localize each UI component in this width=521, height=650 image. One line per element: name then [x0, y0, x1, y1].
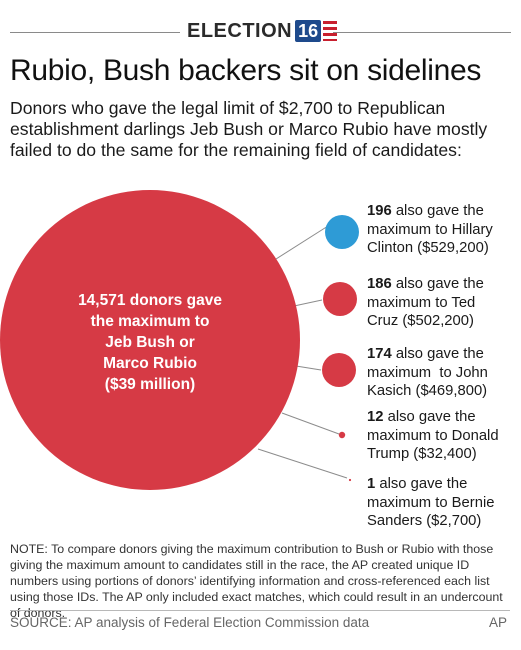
callout-count: 186 — [367, 276, 392, 292]
connector-line-sanders — [257, 448, 348, 479]
connector-line-cruz — [293, 299, 323, 307]
main-circle-label: 14,571 donors gave the maximum to Jeb Bu… — [60, 290, 240, 395]
callout-line: Cruz ($502,200) — [367, 313, 474, 329]
donor-circle-sanders — [348, 478, 352, 482]
callout-line: maximum to Ted — [367, 294, 476, 311]
donor-circle-cruz — [323, 282, 357, 316]
source-line: SOURCE: AP analysis of Federal Election … — [10, 615, 370, 630]
callout-line: Kasich ($469,800) — [367, 383, 488, 399]
election-16-logo: ELECTION 16 — [187, 16, 338, 46]
page-title: Rubio, Bush backers sit on sidelines — [10, 54, 482, 87]
page-subtitle: Donors who gave the legal limit of $2,70… — [10, 98, 488, 160]
connector-line-trump — [281, 412, 340, 435]
callout-count: 174 — [367, 346, 392, 362]
logo-word: ELECTION — [187, 19, 293, 42]
footer-divider — [10, 610, 510, 611]
callout-kasich: 174 also gave the maximum to John Kasich… — [367, 345, 517, 401]
donor-circle-kasich — [322, 353, 356, 387]
main-label-line: ($39 million) — [104, 376, 196, 393]
header-rule-right — [333, 32, 511, 33]
methodology-note: NOTE: To compare donors giving the maxim… — [10, 542, 503, 620]
credit-line: AP — [488, 615, 507, 630]
flag-stripes-icon — [323, 21, 338, 41]
connector-line-kasich — [295, 365, 322, 371]
callout-line: Sanders ($2,700) — [367, 513, 482, 529]
donor-circle-clinton — [325, 215, 359, 249]
callout-line: maximum to Hillary — [367, 221, 493, 238]
donor-circle-trump — [338, 431, 346, 439]
main-label-line: the maximum to — [90, 313, 210, 330]
main-label-line: Marco Rubio — [103, 355, 197, 372]
callout-trump: 12 also gave the maximum to Donald Trump… — [367, 408, 517, 464]
main-label-line: Jeb Bush or — [105, 334, 195, 351]
callout-line: also gave the — [387, 409, 476, 425]
main-label-line: 14,571 donors gave — [78, 292, 222, 309]
header-rule-left — [10, 32, 180, 33]
callout-line: also gave the — [395, 276, 484, 292]
logo-number: 16 — [295, 20, 322, 42]
callout-count: 1 — [367, 476, 376, 492]
callout-line: maximum to Bernie — [367, 494, 495, 511]
connector-lines — [257, 225, 348, 479]
donor-circle-bush-rubio — [0, 190, 300, 490]
callout-line: maximum to John — [367, 364, 488, 381]
callout-line: maximum to Donald — [367, 427, 499, 444]
callout-line: also gave the — [395, 203, 484, 219]
election-header: ELECTION 16 — [0, 10, 521, 48]
callout-line: also gave the — [395, 346, 484, 362]
callout-count: 196 — [367, 203, 392, 219]
callout-line: also gave the — [379, 476, 468, 492]
bubble-diagram — [0, 190, 359, 490]
callout-clinton: 196 also gave the maximum to Hillary Cli… — [367, 202, 517, 258]
callout-line: Trump ($32,400) — [367, 446, 477, 462]
callout-cruz: 186 also gave the maximum to Ted Cruz ($… — [367, 275, 517, 331]
callout-count: 12 — [367, 409, 384, 425]
callout-sanders: 1 also gave the maximum to Bernie Sander… — [367, 475, 517, 531]
callout-line: Clinton ($529,200) — [367, 240, 489, 256]
